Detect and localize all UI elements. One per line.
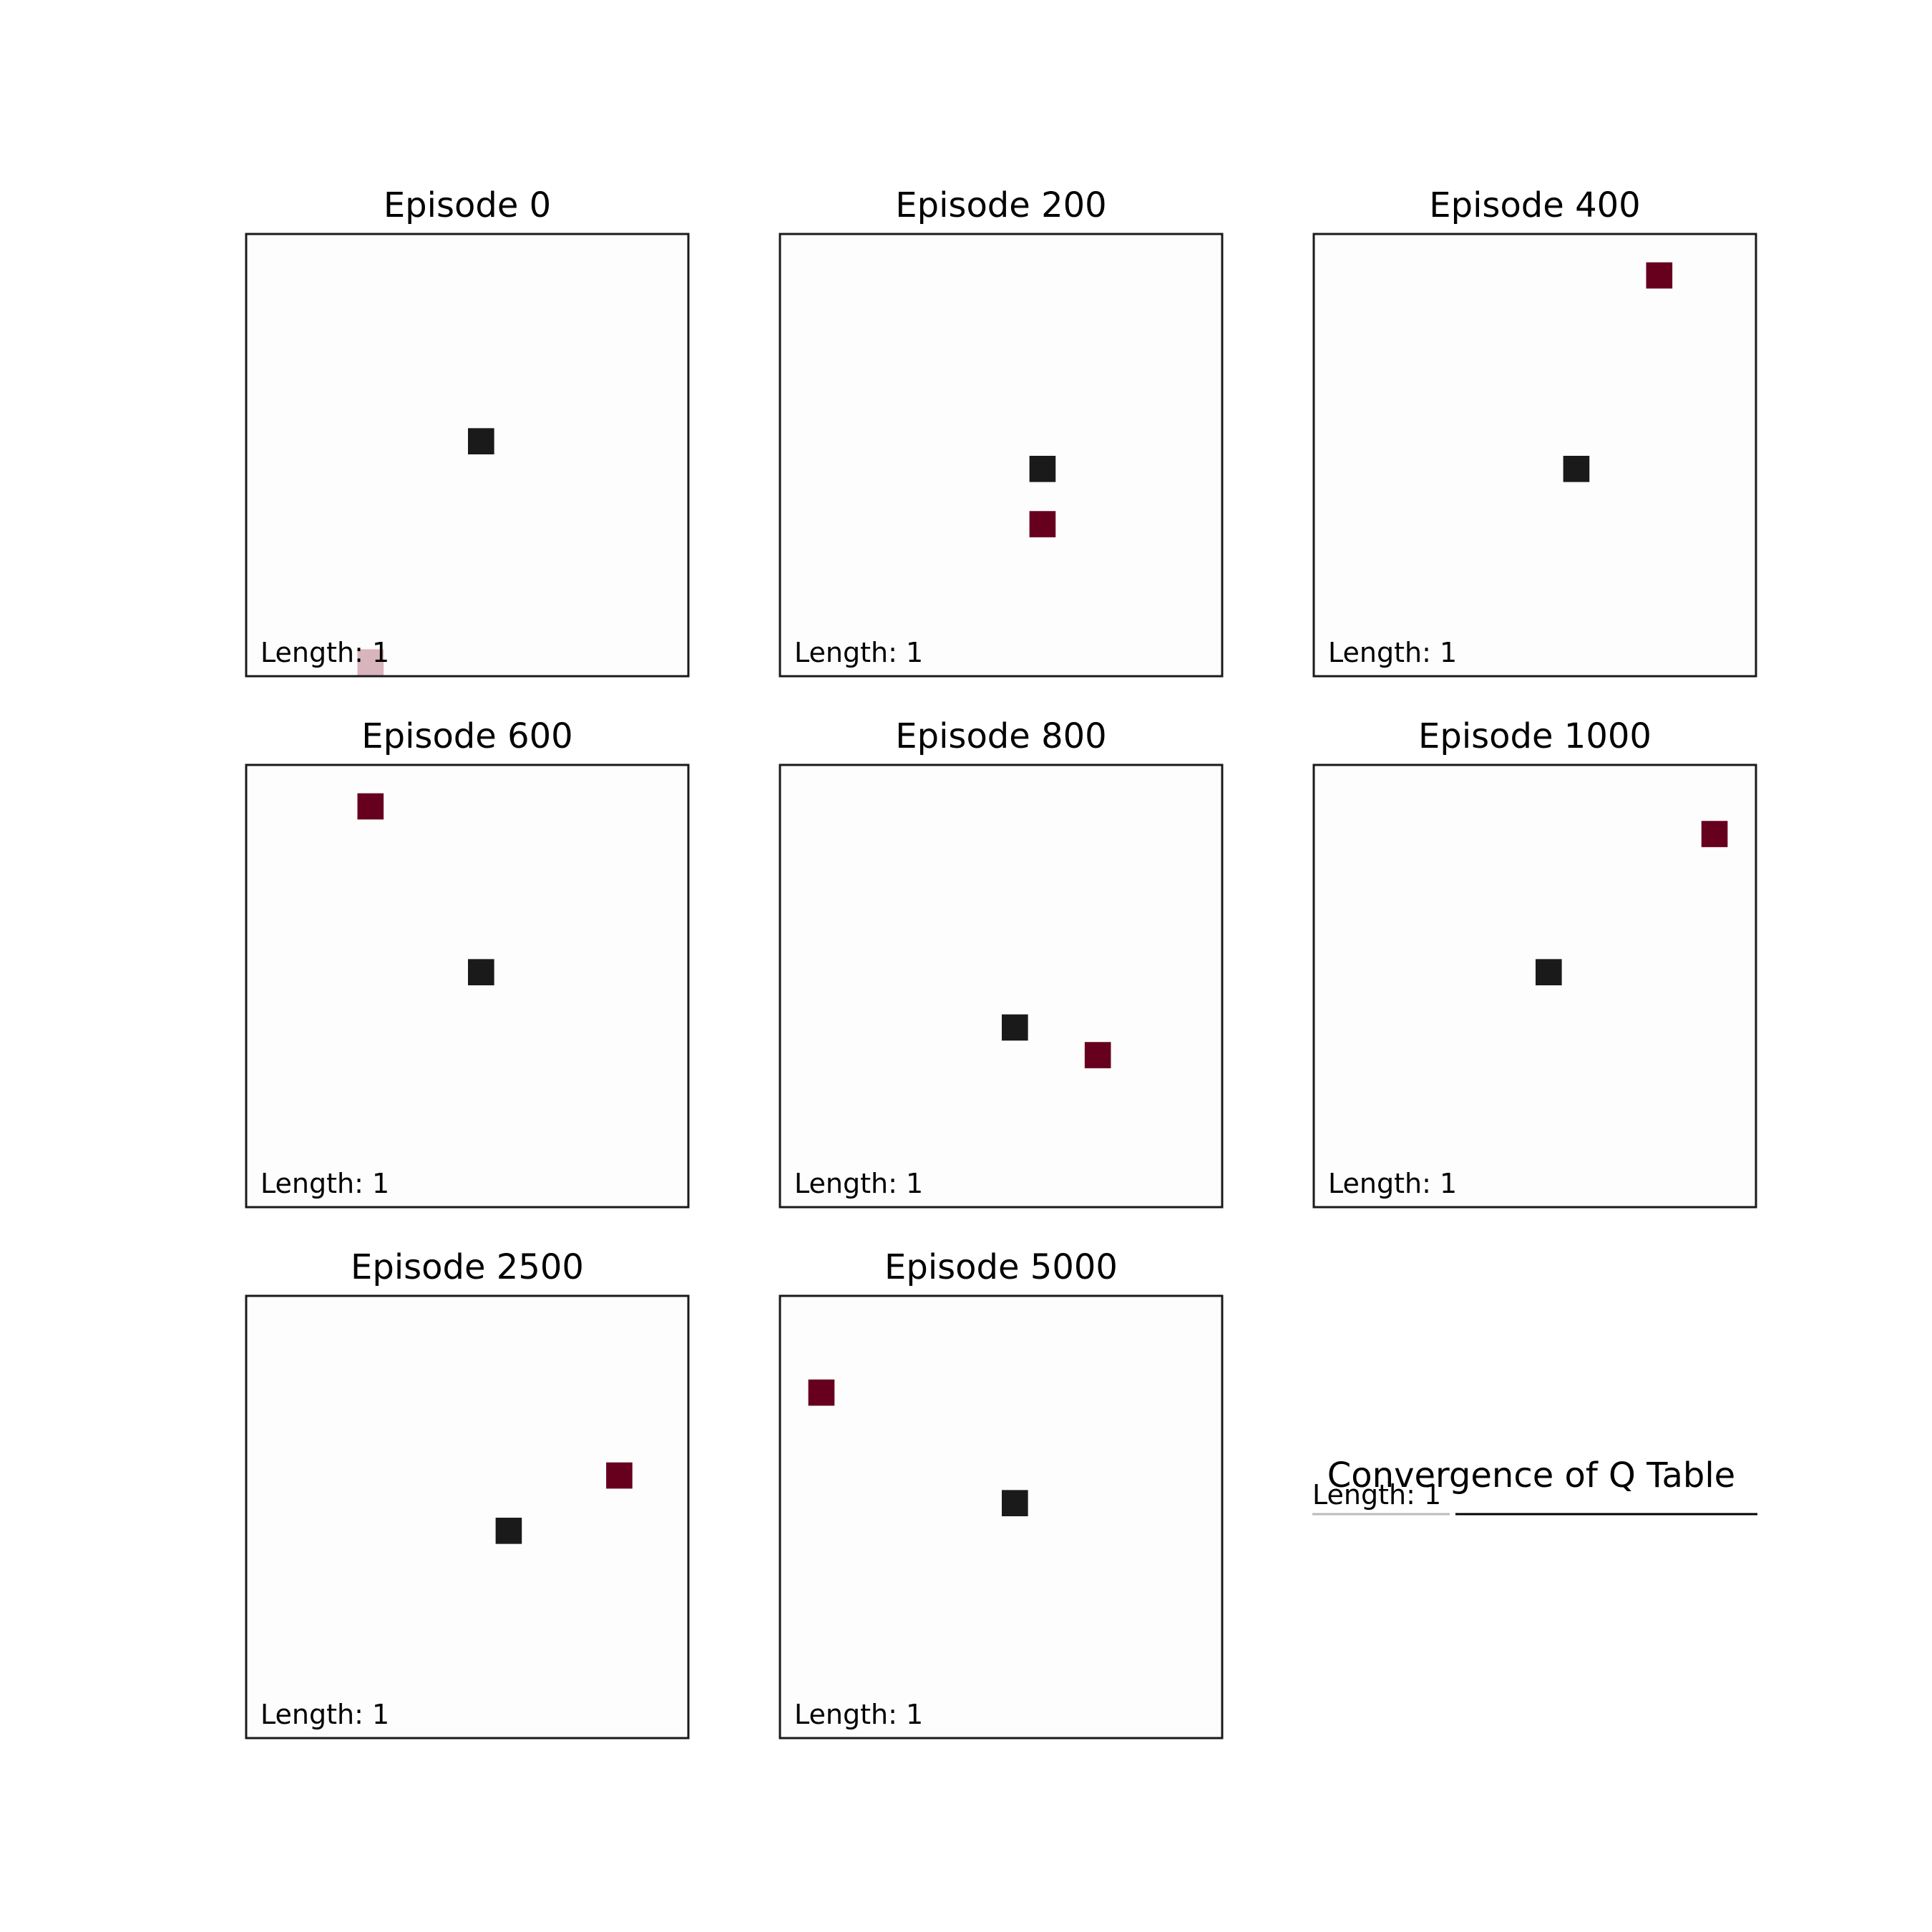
board-background xyxy=(246,1296,688,1738)
snake-cell xyxy=(1002,1014,1028,1041)
board-background xyxy=(780,765,1222,1207)
food-cell xyxy=(1084,1042,1111,1068)
board-background xyxy=(1314,765,1756,1207)
panel-title: Episode 2500 xyxy=(351,1247,584,1287)
panel-title: Episode 400 xyxy=(1429,185,1640,225)
snake-cell xyxy=(495,1518,522,1544)
food-cell xyxy=(808,1379,835,1406)
length-label: Length: 1 xyxy=(794,637,923,668)
food-cell xyxy=(1646,262,1673,289)
board-frame xyxy=(1312,763,1757,1209)
episode-panel: Length: 1 Episode 0 xyxy=(245,185,690,678)
length-label: Length: 1 xyxy=(260,1168,389,1199)
panel-title: Episode 0 xyxy=(384,185,551,225)
episode-panel: Length: 1 Episode 600 xyxy=(245,716,690,1209)
board-background xyxy=(246,234,688,676)
board-frame xyxy=(245,1294,690,1740)
footer-title: Convergence of Q Table xyxy=(1327,1455,1735,1496)
episode-panel: Length: 1 Episode 400 xyxy=(1312,185,1757,678)
length-label: Length: 1 xyxy=(794,1699,923,1730)
food-cell xyxy=(1701,821,1728,847)
length-label: Length: 1 xyxy=(260,1699,389,1730)
board-background xyxy=(780,1296,1222,1738)
episode-panel: Length: 1 Episode 1000 xyxy=(1312,716,1757,1209)
snake-cell xyxy=(1563,456,1590,482)
episode-panel: Length: 1 Episode 5000 xyxy=(779,1247,1224,1740)
panel-title: Episode 600 xyxy=(361,716,572,756)
board-frame xyxy=(1312,233,1757,678)
panel-title: Episode 800 xyxy=(895,716,1106,756)
episode-panel: Length: 1 Episode 200 xyxy=(779,185,1224,678)
length-label: Length: 1 xyxy=(1328,637,1457,668)
episode-panel: Length: 1 Episode 2500 xyxy=(245,1247,690,1740)
snake-cell xyxy=(1536,959,1562,985)
food-cell xyxy=(1029,511,1056,537)
board-frame xyxy=(779,1294,1224,1740)
snake-cell xyxy=(1002,1490,1028,1516)
food-cell xyxy=(357,649,384,675)
board-frame xyxy=(245,233,690,678)
food-cell xyxy=(606,1462,633,1489)
board-frame xyxy=(779,233,1224,678)
convergence-footer: Convergence of Q Table Length: 1 xyxy=(1312,1455,1757,1516)
food-cell xyxy=(357,793,384,820)
snake-cell xyxy=(1029,456,1056,482)
length-label: Length: 1 xyxy=(1328,1168,1457,1199)
panel-title: Episode 200 xyxy=(895,185,1106,225)
episode-panel: Length: 1 Episode 800 xyxy=(779,716,1224,1209)
board-frame xyxy=(245,763,690,1209)
footer-length-label: Length: 1 xyxy=(1312,1479,1441,1511)
board-background xyxy=(246,765,688,1207)
board-background xyxy=(1314,234,1756,676)
board-frame xyxy=(779,763,1224,1209)
panel-title: Episode 5000 xyxy=(884,1247,1118,1287)
board-background xyxy=(780,234,1222,676)
snake-cell xyxy=(468,959,494,985)
length-label: Length: 1 xyxy=(260,637,389,668)
length-label: Length: 1 xyxy=(794,1168,923,1199)
panel-title: Episode 1000 xyxy=(1418,716,1652,756)
snake-cell xyxy=(468,428,494,454)
